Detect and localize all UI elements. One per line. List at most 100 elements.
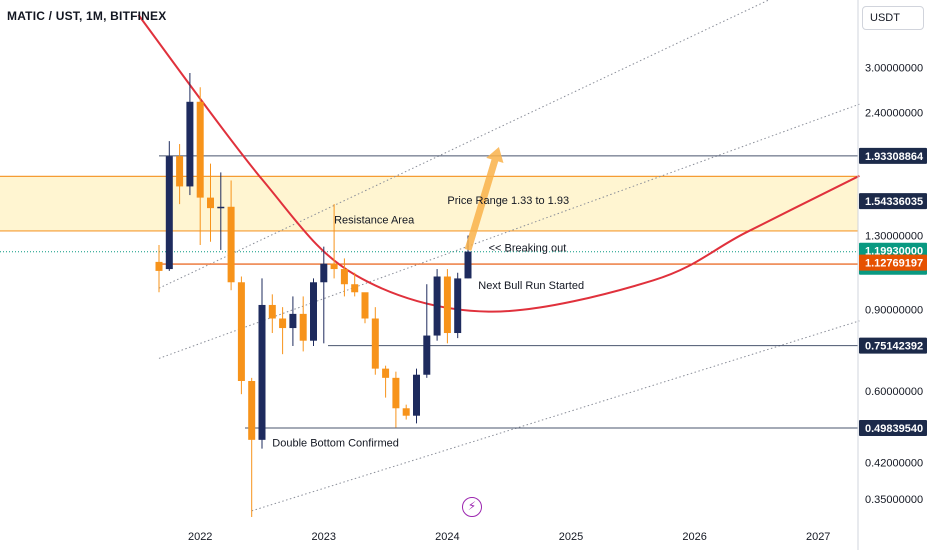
candle bbox=[340, 258, 348, 297]
candle-body bbox=[248, 380, 256, 440]
candle-body bbox=[330, 263, 338, 270]
candle-body bbox=[443, 276, 451, 334]
y-tick-label: 0.90000000 bbox=[865, 304, 923, 316]
candle-body bbox=[237, 282, 245, 381]
y-tick-label: 3.00000000 bbox=[865, 63, 923, 75]
support-level-label-box bbox=[859, 254, 927, 271]
candle-body bbox=[464, 251, 472, 279]
support-level-label: 1.12769197 bbox=[865, 258, 923, 270]
currency-button[interactable]: USDT bbox=[862, 6, 924, 30]
candle bbox=[165, 141, 173, 271]
candle bbox=[310, 278, 317, 346]
level-label-box bbox=[859, 193, 927, 210]
candle bbox=[382, 365, 390, 398]
candle bbox=[351, 272, 359, 297]
level-label: 1.54336035 bbox=[865, 196, 923, 208]
horizontal-levels bbox=[0, 155, 858, 429]
candle bbox=[217, 172, 225, 250]
candle bbox=[392, 371, 400, 428]
candle-body bbox=[227, 206, 235, 283]
candle bbox=[237, 276, 245, 395]
level-label: 0.49839540 bbox=[865, 423, 923, 435]
candle bbox=[207, 163, 214, 242]
candle-body bbox=[454, 278, 462, 334]
candle-body bbox=[392, 377, 400, 409]
candle-body bbox=[155, 261, 163, 271]
channel-line bbox=[158, 0, 770, 289]
annotation-resistance-area: Resistance Area bbox=[334, 215, 415, 227]
candle bbox=[289, 296, 297, 346]
candle-body bbox=[279, 318, 287, 329]
candle-body bbox=[433, 276, 441, 336]
rounding-bottom-curve bbox=[137, 14, 860, 313]
candle bbox=[227, 180, 235, 291]
candle bbox=[248, 377, 256, 518]
x-tick-label: 2027 bbox=[806, 531, 830, 543]
candle-body bbox=[186, 101, 194, 187]
y-tick-label: 0.42000000 bbox=[865, 457, 923, 469]
candle-body bbox=[165, 156, 173, 270]
price-range-zone bbox=[0, 175, 858, 232]
rounding-curve bbox=[137, 14, 860, 313]
candle bbox=[433, 269, 441, 341]
candle bbox=[268, 294, 276, 334]
candle-body bbox=[413, 374, 420, 416]
x-tick-label: 2022 bbox=[188, 531, 212, 543]
breakout-arrow-shape bbox=[464, 147, 504, 251]
level-label-box bbox=[859, 147, 927, 164]
candle bbox=[443, 269, 451, 344]
level-label: 1.93308864 bbox=[865, 151, 924, 163]
candle bbox=[423, 284, 431, 378]
x-tick-label: 2025 bbox=[559, 531, 583, 543]
x-tick-label: 2024 bbox=[435, 531, 459, 543]
level-label-box bbox=[859, 420, 927, 437]
candle-body bbox=[351, 284, 359, 293]
level-label-box bbox=[859, 337, 927, 354]
candle-body bbox=[310, 282, 317, 341]
annotation-breaking-out: << Breaking out bbox=[489, 243, 567, 255]
candle-body bbox=[176, 156, 184, 187]
candle-body bbox=[402, 408, 410, 416]
candle-body bbox=[320, 263, 328, 283]
x-tick-label: 2026 bbox=[682, 531, 706, 543]
candle-body bbox=[207, 197, 214, 209]
candle bbox=[186, 73, 194, 196]
candle bbox=[176, 144, 184, 205]
candle bbox=[196, 87, 204, 246]
x-tick-label: 2023 bbox=[312, 531, 336, 543]
candle bbox=[330, 204, 338, 279]
candle-body bbox=[382, 368, 390, 378]
candle bbox=[371, 307, 379, 375]
y-tick-label: 0.35000000 bbox=[865, 494, 923, 506]
symbol-title[interactable]: MATIC / UST, 1M, BITFINEX bbox=[7, 9, 167, 23]
candle-body bbox=[196, 101, 204, 198]
annotation-next-bull-run: Next Bull Run Started bbox=[478, 280, 584, 292]
annotation-price-range: Price Range 1.33 to 1.93 bbox=[447, 195, 569, 207]
candle-body bbox=[289, 313, 297, 329]
candle-body bbox=[258, 304, 266, 440]
candle bbox=[413, 368, 420, 424]
candle-body bbox=[423, 335, 431, 375]
candle-body bbox=[340, 269, 348, 285]
candle-body bbox=[299, 313, 307, 341]
candle-body bbox=[371, 318, 379, 369]
candle-body bbox=[361, 292, 369, 319]
y-tick-label: 1.30000000 bbox=[865, 231, 923, 243]
chart-annotations: Price Range 1.33 to 1.93 Resistance Area <… bbox=[272, 195, 584, 449]
axes: 3.00000000 2.40000000 1.30000000 0.90000000… bbox=[188, 0, 927, 550]
candle bbox=[299, 296, 307, 352]
candle bbox=[279, 307, 287, 355]
y-tick-label: 0.60000000 bbox=[865, 386, 923, 398]
level-label: 0.75142392 bbox=[865, 341, 923, 353]
zone-fill bbox=[0, 176, 858, 231]
y-tick-label: 2.40000000 bbox=[865, 107, 923, 119]
candle-body bbox=[217, 206, 225, 209]
flash-icon[interactable]: ⚡ bbox=[462, 497, 482, 517]
candle-body bbox=[268, 304, 276, 319]
candle bbox=[454, 272, 462, 339]
candle bbox=[320, 246, 328, 344]
candle bbox=[155, 245, 163, 293]
candle bbox=[361, 292, 369, 324]
